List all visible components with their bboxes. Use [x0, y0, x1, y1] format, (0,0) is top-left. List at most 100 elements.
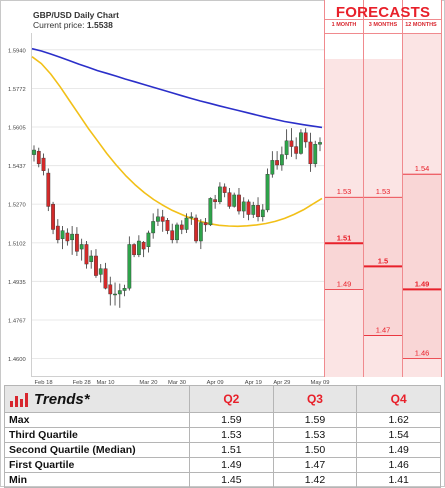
candle-up [313, 144, 318, 165]
table-cell: 1.45 [189, 472, 274, 488]
row-label: Max [4, 412, 190, 428]
candle-up [189, 216, 194, 219]
trends-header-q4: Q4 [356, 385, 441, 413]
moving-averages [31, 47, 323, 228]
trends-header-q2: Q2 [189, 385, 274, 413]
candle-up [251, 205, 256, 215]
candle-down [289, 140, 294, 147]
candle-down [308, 141, 313, 165]
y-tick-label: 1.5772 [8, 87, 26, 93]
row-label: Second Quartile (Median) [4, 442, 190, 458]
current-price: Current price: 1.5538 [33, 20, 113, 30]
price-chart: 1.4600 1.4767 1.4935 1.5102 1.5270 1.5437 1.56… [8, 0, 442, 385]
x-axis: Feb 18 Feb 28 Mar 10 Mar 20 Mar 30 Apr 09 Apr … [35, 380, 330, 385]
y-tick-label: 1.5102 [8, 241, 26, 247]
candle-down [294, 146, 299, 154]
table-cell: 1.54 [356, 427, 441, 443]
candle-down [246, 201, 251, 215]
forecast-value-label: 1.53 [337, 187, 352, 196]
candle-down [203, 222, 208, 226]
candle-up [208, 198, 213, 226]
table-row: Second Quartile (Median) 1.51 1.50 1.49 [4, 442, 441, 458]
candle-down [213, 199, 218, 203]
candle-down [141, 241, 146, 250]
trends-title-cell: Trends* [4, 385, 190, 413]
x-tick-label: May 09 [310, 380, 329, 385]
y-tick-label: 1.5940 [8, 48, 26, 54]
candle-down [237, 194, 241, 212]
candle-up [98, 268, 103, 275]
forecast-value-label: 1.5 [378, 256, 388, 265]
forecast-value-label: 1.47 [376, 325, 391, 334]
candle-down [194, 217, 198, 242]
candle-down [46, 172, 51, 207]
table-cell: 1.53 [272, 427, 358, 443]
current-price-label: Current price: [33, 20, 85, 30]
x-tick-label: Mar 10 [96, 380, 114, 385]
forecast-header-bg [325, 0, 441, 33]
y-tick-label: 1.4600 [8, 357, 26, 363]
x-tick-label: Mar 20 [139, 380, 157, 385]
candle-down [55, 225, 60, 241]
candle-down [108, 284, 113, 295]
forecast-value-label: 1.51 [337, 233, 352, 242]
y-tick-label: 1.5437 [8, 164, 26, 170]
candle-down [84, 244, 89, 265]
trends-header-row: Trends* Q2 Q3 Q4 [4, 385, 441, 413]
trends-table: Trends* Q2 Q3 Q4 Max 1.59 1.59 1.62 Thir… [4, 385, 441, 488]
candle-up [318, 142, 322, 145]
candle-up [260, 209, 265, 218]
candle-up [284, 140, 289, 155]
forecast-value-label: 1.49 [337, 279, 352, 288]
candle-up [117, 290, 122, 295]
moving-average-line [31, 56, 323, 228]
candle-down [94, 255, 98, 276]
candle-up [270, 160, 275, 175]
x-tick-label: Apr 19 [245, 380, 262, 385]
table-cell: 1.47 [272, 457, 358, 473]
candle-up [241, 201, 246, 212]
row-label: First Quartile [4, 457, 190, 473]
candle-up [113, 293, 117, 296]
forecast-value-label: 1.49 [415, 279, 430, 288]
table-cell: 1.53 [189, 427, 274, 443]
table-cell: 1.46 [356, 457, 441, 473]
candle-down [227, 192, 232, 207]
candle-up [146, 232, 151, 247]
candle-down [132, 244, 136, 256]
candle-down [222, 186, 227, 193]
table-cell: 1.59 [272, 412, 358, 428]
x-tick-label: Feb 18 [35, 380, 53, 385]
forecast-col-1-month: 1 MONTH [331, 22, 357, 28]
candle-up [127, 244, 132, 289]
row-label: Min [4, 472, 190, 488]
candle-up [136, 240, 141, 256]
table-cell: 1.41 [356, 472, 441, 488]
x-tick-label: Mar 30 [168, 380, 186, 385]
forecast-col-3-months: 3 MONTHS [368, 22, 398, 28]
candle-down [103, 268, 108, 289]
table-row: Third Quartile 1.53 1.53 1.54 [4, 427, 441, 443]
table-cell: 1.49 [356, 442, 441, 458]
candle-down [74, 233, 79, 252]
forecast-value-label: 1.46 [415, 348, 430, 357]
table-row: First Quartile 1.49 1.47 1.46 [4, 457, 441, 473]
table-cell: 1.59 [189, 412, 274, 428]
candle-down [275, 160, 279, 166]
plot-area [32, 33, 324, 374]
candle-down [41, 157, 46, 171]
y-axis: 1.4600 1.4767 1.4935 1.5102 1.5270 1.5437 1.56… [8, 48, 324, 363]
candle-up [32, 149, 36, 155]
forecast-value-label: 1.53 [376, 187, 391, 196]
y-tick-label: 1.5605 [8, 125, 26, 131]
candle-down [165, 220, 170, 231]
x-tick-label: Apr 29 [273, 380, 290, 385]
table-cell: 1.51 [189, 442, 274, 458]
y-tick-label: 1.4935 [8, 280, 26, 286]
x-tick-label: Apr 09 [207, 380, 224, 385]
candle-up [122, 288, 127, 291]
forecasts-title: FORECASTS [335, 4, 431, 21]
current-price-value: 1.5538 [86, 20, 113, 30]
candle-up [184, 217, 189, 230]
candle-up [151, 221, 156, 234]
